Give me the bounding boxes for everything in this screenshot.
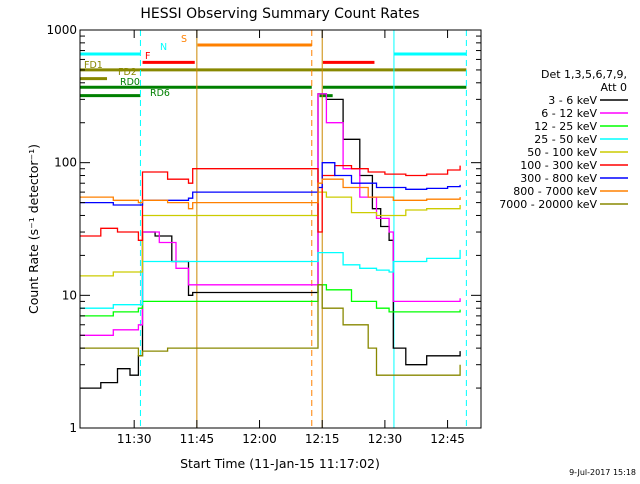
- legend-label-7: 800 - 7000 keV: [513, 185, 597, 198]
- x-tick-label-1: 11:45: [180, 432, 215, 446]
- series-line-3: [80, 249, 461, 309]
- y-axis-label: Count Rate (s⁻¹ detector⁻¹): [26, 144, 41, 314]
- footer-timestamp: 9-Jul-2017 15:18: [569, 468, 636, 477]
- legend-label-0: 3 - 6 keV: [548, 94, 597, 107]
- interval-label-5: RD0: [120, 77, 140, 88]
- legend-title-0: Det 1,3,5,6,7,9,: [541, 68, 627, 81]
- y-tick-label-3: 1000: [46, 23, 77, 37]
- y-tick-label-0: 1: [69, 421, 77, 435]
- legend-label-8: 7000 - 20000 keV: [499, 198, 597, 211]
- x-axis-label: Start Time (11-Jan-15 11:17:02): [180, 456, 380, 471]
- chart-title: HESSI Observing Summary Count Rates: [140, 6, 419, 22]
- interval-label-1: F: [145, 51, 150, 62]
- legend-label-1: 6 - 12 keV: [541, 107, 597, 120]
- axes: 11:30 11:45 12:00 12:15 12:30 12:45 1 10 100 1000: [46, 23, 481, 446]
- x-tick-label-0: 11:30: [117, 432, 152, 446]
- series-line-7: [80, 178, 461, 210]
- series-line-4: [80, 191, 461, 277]
- series-group: [80, 93, 461, 389]
- interval-label-6: RD6: [150, 88, 170, 99]
- series-line-8: [80, 284, 461, 376]
- interval-label-0: N: [160, 42, 167, 53]
- plot-frame: [79, 29, 482, 429]
- series-line-1: [80, 93, 461, 336]
- series-line-5: [80, 164, 461, 241]
- legend-label-6: 300 - 800 keV: [520, 172, 597, 185]
- legend-label-2: 12 - 25 keV: [534, 120, 597, 133]
- x-tick-label-3: 12:15: [305, 432, 340, 446]
- legend-label-3: 25 - 50 keV: [534, 133, 597, 146]
- interval-label-2: S: [181, 34, 187, 45]
- legend-label-5: 100 - 300 keV: [520, 159, 597, 172]
- legend-label-4: 50 - 100 keV: [527, 146, 597, 159]
- x-tick-label-2: 12:00: [242, 432, 277, 446]
- interval-label-4: FD2: [118, 67, 137, 78]
- y-tick-label-2: 100: [54, 156, 77, 170]
- interval-label-3: FD1: [84, 60, 103, 71]
- legend-title-1: Att 0: [601, 81, 627, 94]
- x-tick-label-4: 12:30: [368, 432, 403, 446]
- x-tick-label-5: 12:45: [430, 432, 465, 446]
- y-tick-label-1: 10: [62, 288, 77, 302]
